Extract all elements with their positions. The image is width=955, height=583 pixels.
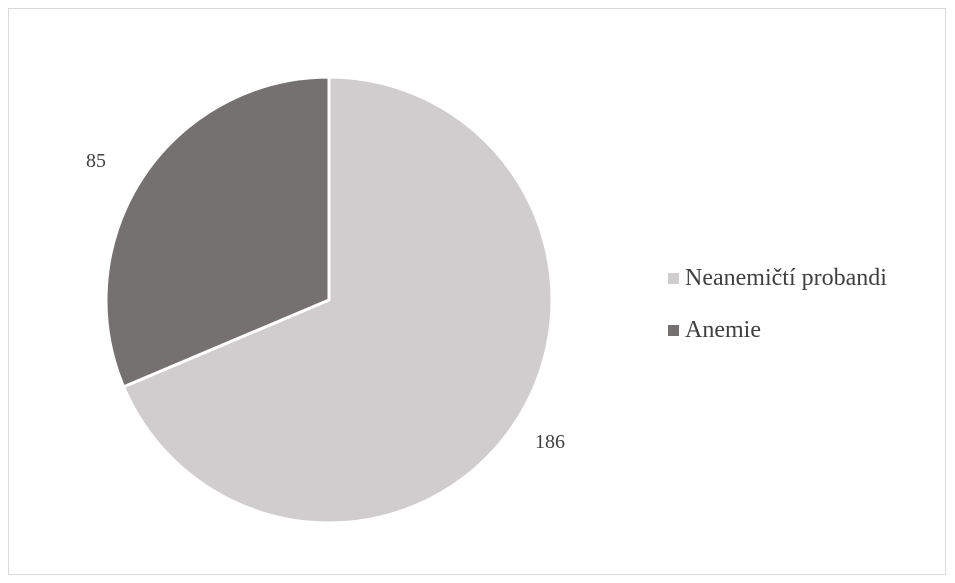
legend-swatch-neanemicti [668, 273, 679, 284]
legend: Neanemičtí probandi Anemie [668, 264, 887, 368]
legend-label-anemie: Anemie [685, 317, 761, 343]
pie-slice-neanemicti [122, 75, 554, 525]
legend-item-anemie: Anemie [668, 316, 887, 345]
pie-slice-anemie [104, 75, 331, 389]
legend-label-neanemicti: Neanemičtí probandi [685, 265, 887, 291]
data-label-neanemicti: 186 [535, 431, 565, 453]
data-label-anemie: 85 [86, 150, 106, 172]
legend-swatch-anemie [668, 325, 679, 336]
legend-item-neanemicti: Neanemičtí probandi [668, 264, 887, 293]
